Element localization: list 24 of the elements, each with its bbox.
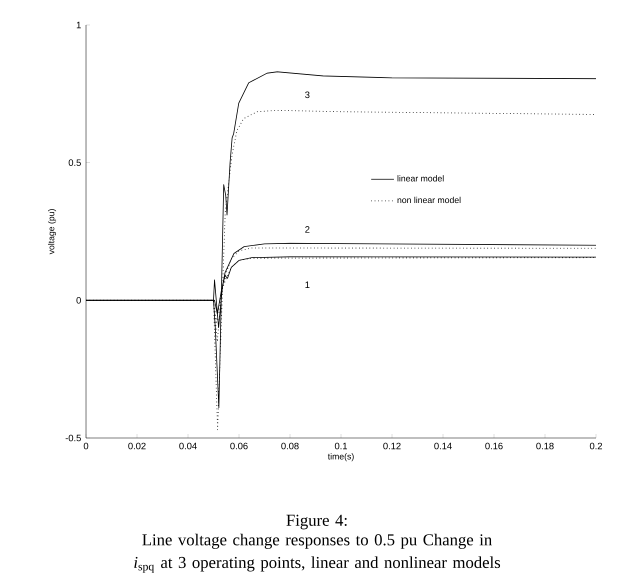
x-axis-title: time(s) bbox=[328, 453, 354, 462]
caption: Figure 4: bbox=[286, 514, 347, 530]
x-tick-label: 0.08 bbox=[281, 442, 299, 450]
annotation: 3 bbox=[305, 91, 310, 98]
text: Line voltage change responses to 0.5 pu Change in i$_{spq}$ at 3 operating points, linear and nonlinear models bbox=[134, 534, 500, 573]
x-tick-label: 0.04 bbox=[179, 442, 197, 450]
x-tick-label: 0.18 bbox=[536, 442, 554, 450]
y-axis-title: voltage (pu) bbox=[48, 209, 56, 254]
y-tick-label: -0.5 bbox=[66, 434, 81, 442]
x-tick-label: 0.16 bbox=[485, 442, 503, 450]
x-tick-label: 0.1 bbox=[334, 442, 348, 450]
x-tick-label: 0 bbox=[84, 442, 88, 450]
x-tick-label: 0.12 bbox=[383, 442, 401, 450]
y-tick-label: 0.5 bbox=[68, 159, 81, 166]
y-tick-label: 0 bbox=[76, 296, 81, 304]
legend-label: linear model bbox=[398, 175, 444, 182]
x-tick-label: 0.14 bbox=[434, 442, 452, 450]
annotation: 1 bbox=[305, 281, 310, 288]
annotation: 2 bbox=[305, 226, 310, 233]
legend-label: non linear model bbox=[398, 196, 460, 203]
x-tick-label: 0.06 bbox=[230, 442, 248, 450]
x-tick-label: 0.02 bbox=[128, 442, 146, 450]
x-tick-label: 0.2 bbox=[590, 442, 602, 450]
y-tick-label: 1 bbox=[76, 22, 81, 28]
